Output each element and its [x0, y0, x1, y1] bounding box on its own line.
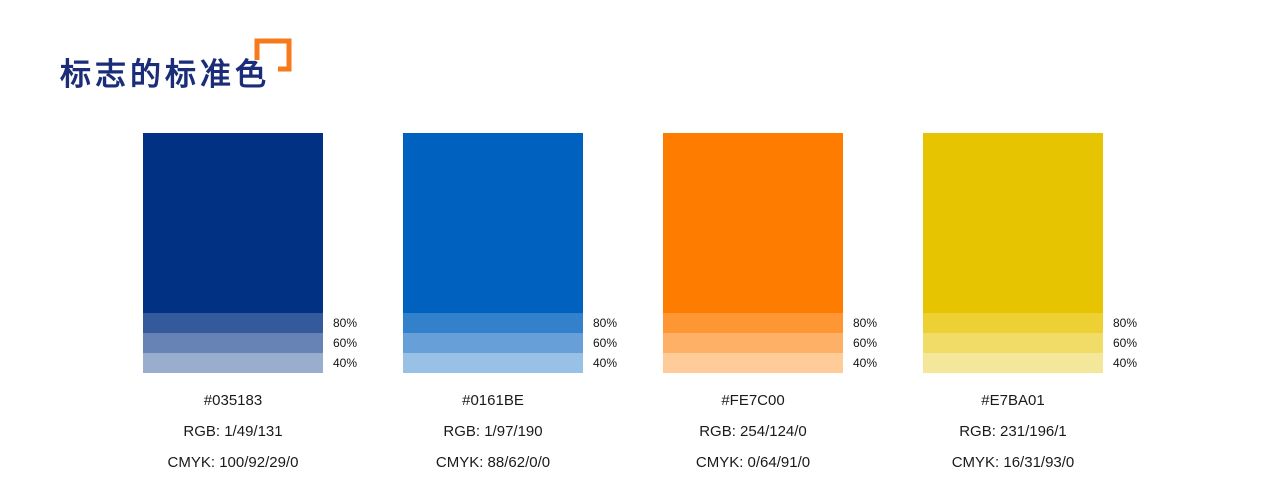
- tint-80-label: 80%: [593, 316, 618, 330]
- swatch-row: 80% 60% 40% #035183 RGB: 1/49/131 CMYK: …: [143, 133, 1137, 478]
- swatch-main-color: [923, 133, 1103, 313]
- hex-value: #E7BA01: [981, 392, 1045, 409]
- tint-60-label: 60%: [333, 336, 358, 350]
- tint-40-label: 40%: [1113, 356, 1138, 370]
- color-swatch-column-1: 80% 60% 40% #035183 RGB: 1/49/131 CMYK: …: [143, 133, 357, 478]
- cmyk-value: CMYK: 0/64/91/0: [695, 454, 811, 471]
- tint-60-label: 60%: [1113, 336, 1138, 350]
- swatch-tint-40: 40%: [143, 353, 357, 373]
- tint-80-label: 80%: [853, 316, 878, 330]
- color-swatch: 80% 60% 40%: [923, 133, 1137, 373]
- tint-40-label: 40%: [333, 356, 358, 370]
- hex-value: #0161BE: [462, 392, 524, 409]
- swatch-tint-40: 40%: [923, 353, 1137, 373]
- color-swatch: 80% 60% 40%: [663, 133, 877, 373]
- cmyk-value: CMYK: 100/92/29/0: [167, 454, 299, 471]
- swatch-tint-80: 80%: [923, 313, 1137, 333]
- swatch-tint-80: 80%: [143, 313, 357, 333]
- color-swatch-column-3: 80% 60% 40% #FE7C00 RGB: 254/124/0 CMYK:…: [663, 133, 877, 478]
- color-swatch: 80% 60% 40%: [403, 133, 617, 373]
- tint-40-label: 40%: [853, 356, 878, 370]
- swatch-main-color: [143, 133, 323, 313]
- swatch-info: #0161BE RGB: 1/97/190 CMYK: 88/62/0/0: [403, 385, 583, 478]
- color-swatch-column-2: 80% 60% 40% #0161BE RGB: 1/97/190 CMYK: …: [403, 133, 617, 478]
- swatch-tint-80: 80%: [403, 313, 617, 333]
- tint-80-label: 80%: [333, 316, 358, 330]
- title-accent-bracket-icon: [254, 38, 292, 72]
- rgb-value: RGB: 1/49/131: [183, 423, 283, 440]
- swatch-tint-60: 60%: [923, 333, 1137, 353]
- swatch-tint-60: 60%: [403, 333, 617, 353]
- hex-value: #035183: [203, 392, 263, 409]
- page-title: 标志的标准色: [60, 57, 270, 92]
- header: 标志的标准色: [0, 0, 1280, 110]
- swatch-info: #E7BA01 RGB: 231/196/1 CMYK: 16/31/93/0: [923, 385, 1103, 478]
- rgb-value: RGB: 231/196/1: [959, 423, 1067, 440]
- swatch-info: #035183 RGB: 1/49/131 CMYK: 100/92/29/0: [143, 385, 323, 478]
- color-swatch-column-4: 80% 60% 40% #E7BA01 RGB: 231/196/1 CMYK:…: [923, 133, 1137, 478]
- tint-60-label: 60%: [853, 336, 878, 350]
- swatch-tint-40: 40%: [403, 353, 617, 373]
- tint-80-label: 80%: [1113, 316, 1138, 330]
- cmyk-value: CMYK: 88/62/0/0: [435, 454, 551, 471]
- swatch-main-color: [663, 133, 843, 313]
- swatch-tint-40: 40%: [663, 353, 877, 373]
- tint-60-label: 60%: [593, 336, 618, 350]
- tint-40-label: 40%: [593, 356, 618, 370]
- swatch-tint-60: 60%: [663, 333, 877, 353]
- rgb-value: RGB: 254/124/0: [699, 423, 807, 440]
- swatch-main-color: [403, 133, 583, 313]
- color-swatch: 80% 60% 40%: [143, 133, 357, 373]
- swatch-tint-80: 80%: [663, 313, 877, 333]
- swatch-info: #FE7C00 RGB: 254/124/0 CMYK: 0/64/91/0: [663, 385, 843, 478]
- cmyk-value: CMYK: 16/31/93/0: [951, 454, 1075, 471]
- hex-value: #FE7C00: [721, 392, 785, 409]
- swatch-tint-60: 60%: [143, 333, 357, 353]
- rgb-value: RGB: 1/97/190: [443, 423, 543, 440]
